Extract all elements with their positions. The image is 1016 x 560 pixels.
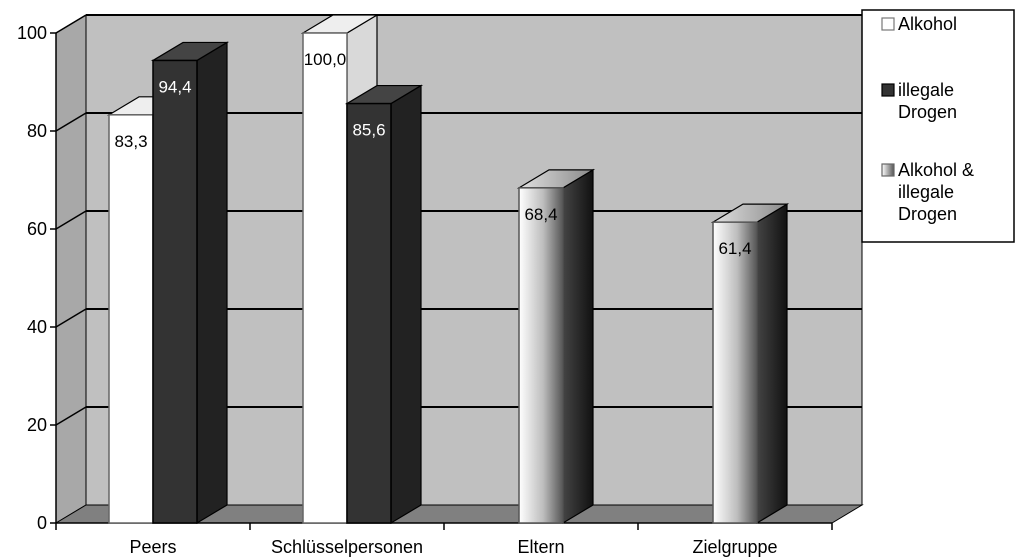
legend-box	[861, 9, 1015, 243]
bars	[106, 13, 790, 525]
bar-side	[756, 203, 788, 525]
legend-swatch	[881, 17, 895, 31]
x-category-label: Peers	[129, 537, 176, 557]
gridline-diagonal	[55, 14, 87, 34]
x-category-label: Eltern	[517, 537, 564, 557]
bar	[344, 84, 424, 525]
gridline-diagonal	[55, 210, 87, 230]
legend-label: Drogen	[898, 204, 957, 224]
legend-swatch	[881, 83, 895, 97]
y-tick-label: 100	[17, 23, 47, 43]
bar	[710, 203, 790, 525]
data-label: 68,4	[524, 205, 557, 224]
side-wall	[55, 14, 87, 524]
y-tick-label: 0	[37, 513, 47, 533]
bar-front	[518, 187, 564, 524]
y-tick-label: 40	[27, 317, 47, 337]
value-labels: 83,3 94,4 100,0 85,6 68,4 61,4	[114, 50, 751, 258]
data-label: 61,4	[718, 239, 751, 258]
legend-label: illegale	[898, 182, 954, 202]
bar	[150, 41, 230, 525]
data-label: 83,3	[114, 132, 147, 151]
legend-label: Alkohol &	[898, 160, 974, 180]
bar	[516, 168, 596, 525]
x-category-label: Schlüsselpersonen	[271, 537, 423, 557]
bar-front	[346, 102, 392, 524]
data-label: 94,4	[158, 77, 191, 96]
bar-front	[302, 32, 348, 524]
legend-label: Alkohol	[898, 14, 957, 34]
bar-front	[712, 221, 758, 524]
bar-front	[152, 59, 198, 524]
axes: 0 20 40 60 80 100 Peers Schlüsselpersonen Eltern…	[17, 23, 833, 557]
data-label: 85,6	[352, 121, 385, 140]
data-label: 100,0	[304, 50, 347, 69]
legend-label: illegale	[898, 80, 954, 100]
gridline-diagonal	[55, 112, 87, 132]
x-category-label: Zielgruppe	[692, 537, 777, 557]
legend-swatch	[881, 163, 895, 177]
y-tick-label: 80	[27, 121, 47, 141]
y-tick-label: 60	[27, 219, 47, 239]
bar-side	[390, 84, 422, 525]
bar-side	[562, 168, 594, 525]
bar-front	[108, 114, 154, 524]
legend-label: Drogen	[898, 102, 957, 122]
y-tick-label: 20	[27, 415, 47, 435]
gridline-diagonal	[55, 406, 87, 426]
gridline-diagonal	[55, 308, 87, 328]
bar-side	[196, 41, 228, 525]
